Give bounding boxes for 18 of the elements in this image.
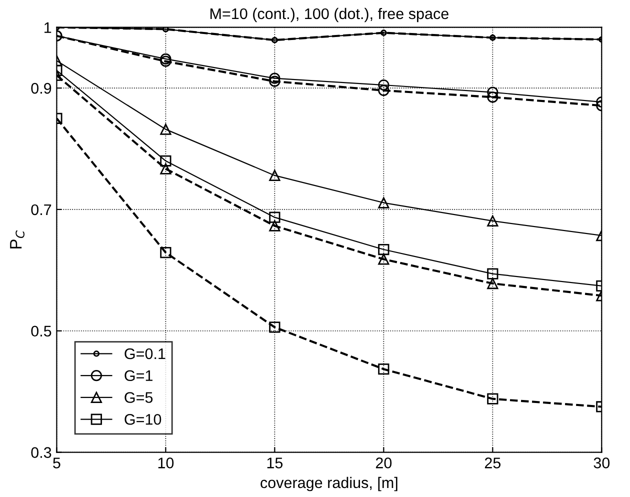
x-axis-title: coverage radius, [m] [260, 476, 398, 492]
legend-label: G=10 [124, 414, 162, 425]
legend-label: G=0.1 [124, 348, 166, 360]
y-tick-label: 0.7 [31, 204, 52, 216]
y-tick-label: 0.9 [31, 82, 52, 94]
chart-title: M=10 (cont.), 100 (dot.), free space [210, 8, 448, 22]
y-tick-label: 0.5 [31, 326, 52, 337]
x-tick-label: 5 [53, 458, 60, 468]
y-tick-label: 1 [44, 22, 52, 33]
x-tick-label: 25 [484, 458, 501, 468]
y-axis-title: P$_{C}$ [10, 230, 24, 248]
x-tick-label: 30 [594, 458, 610, 468]
x-tick-label: 20 [376, 458, 392, 468]
legend-label: G=5 [124, 392, 153, 403]
x-tick-label: 10 [158, 458, 174, 468]
legend-label: G=1 [124, 370, 152, 382]
y-tick-label: 0.3 [31, 447, 52, 458]
x-tick-label: 15 [267, 458, 283, 468]
